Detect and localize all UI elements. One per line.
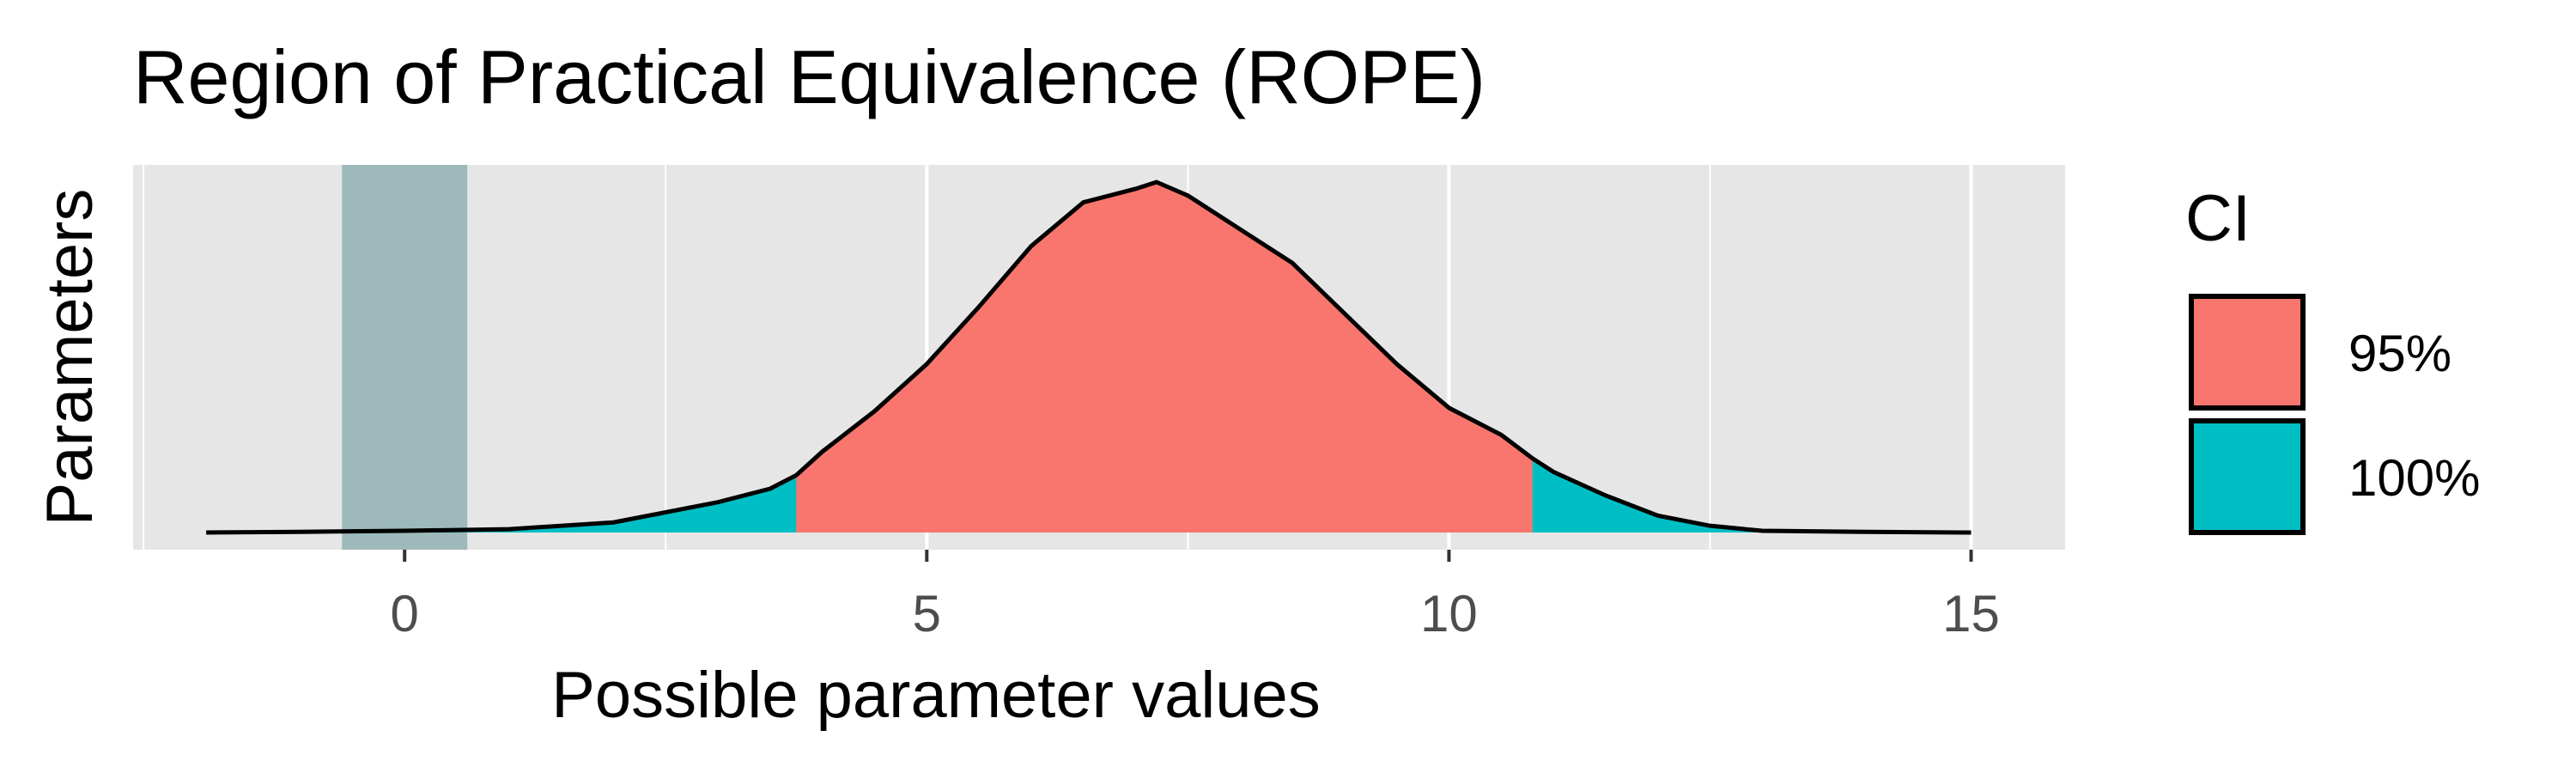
density-curve [206, 180, 1971, 535]
chart-title: Region of Practical Equivalence (ROPE) [133, 34, 1485, 119]
density-area-95pct [796, 182, 1533, 533]
legend-label-100: 100% [2348, 449, 2480, 507]
rope-region [342, 165, 468, 550]
legend-label-95: 95% [2348, 325, 2451, 382]
density-areas [206, 182, 1971, 533]
x-tick-label: 15 [1942, 585, 2000, 642]
legend-swatch-95 [2189, 294, 2306, 411]
x-tick-label: 10 [1420, 585, 1478, 642]
x-axis-title: Possible parameter values [551, 659, 1321, 732]
x-tick-label: 0 [391, 585, 419, 642]
legend: CI 95% 100% [2185, 182, 2480, 535]
x-axis-ticks [403, 550, 1973, 562]
legend-title: CI [2185, 182, 2251, 255]
x-tick-label: 5 [913, 585, 941, 642]
legend-swatch-100 [2189, 418, 2306, 535]
x-axis-tick-labels: 0 5 10 15 [391, 585, 2000, 642]
y-axis-title: Parameters [33, 189, 106, 526]
